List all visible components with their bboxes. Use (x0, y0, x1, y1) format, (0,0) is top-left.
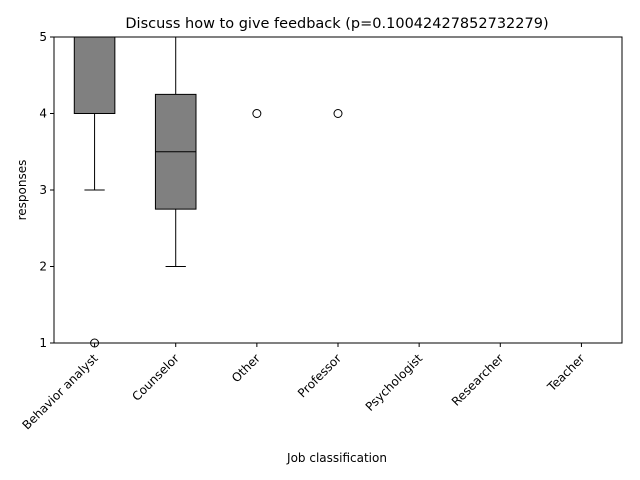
x-axis-label: Job classification (286, 451, 387, 465)
x-tick-label: Other (229, 351, 263, 385)
chart-title: Discuss how to give feedback (p=0.100424… (125, 16, 548, 32)
plot-frame (53, 36, 623, 344)
y-tick-label: 5 (39, 30, 47, 44)
box-group (317, 36, 359, 118)
box-group (236, 36, 278, 118)
y-tick-label: 3 (39, 183, 47, 197)
x-tick-label: Psychologist (363, 351, 426, 414)
x-tick-label: Counselor (129, 351, 181, 403)
x-axis: Behavior analyst Counselor Other Professor P… (20, 343, 588, 432)
x-tick-label: Behavior analyst (20, 351, 101, 432)
x-tick-label: Researcher (449, 351, 507, 409)
y-tick-label: 2 (39, 260, 47, 274)
y-axis-label: responses (15, 160, 29, 221)
x-tick-label: Professor (295, 351, 344, 400)
x-tick-label: Teacher (544, 351, 588, 395)
outlier-point (333, 109, 343, 118)
y-tick-label: 1 (39, 336, 47, 350)
outlier-point (252, 109, 262, 118)
y-axis: 1 2 3 4 5 (39, 30, 54, 350)
box-group (154, 36, 197, 267)
y-tick-label: 4 (39, 107, 47, 121)
plot-area (73, 36, 602, 348)
box-group (73, 36, 116, 348)
box-iqr (73, 36, 116, 114)
